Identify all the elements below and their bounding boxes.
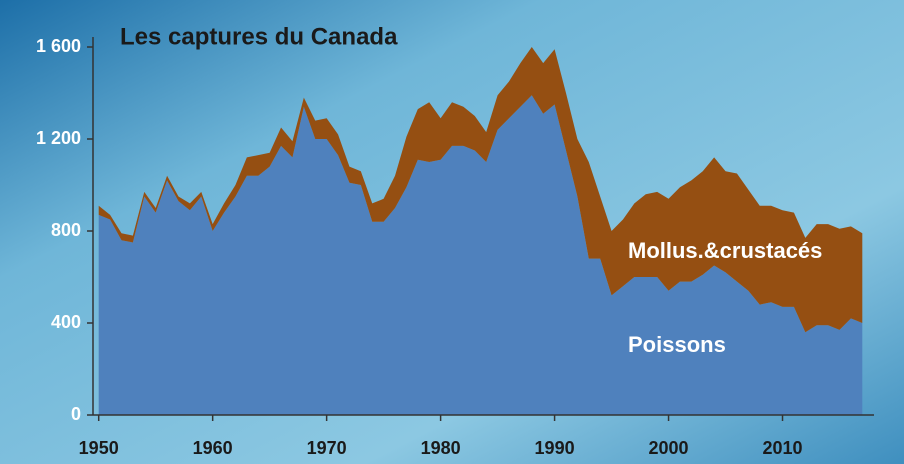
area (98, 47, 863, 333)
x-tick-label: 1970 (307, 438, 347, 458)
x-tick-label: 2010 (762, 438, 802, 458)
x-tick-label: 1960 (193, 438, 233, 458)
y-tick-label: 400 (51, 312, 81, 332)
chart-title: Les captures du Canada (120, 23, 398, 50)
x-tick-label: 2000 (649, 438, 689, 458)
legend-label: Mollus.&crustacés (628, 238, 822, 263)
y-tick-label: 1 200 (36, 128, 81, 148)
area (98, 95, 863, 416)
x-tick-label: 1980 (421, 438, 461, 458)
x-tick-label: 1990 (535, 438, 575, 458)
y-tick-label: 800 (51, 220, 81, 240)
y-tick-label: 0 (71, 404, 81, 424)
y-tick-label: 1 600 (36, 36, 81, 56)
legend-label: Poissons (628, 332, 726, 357)
x-tick-label: 1950 (79, 438, 119, 458)
